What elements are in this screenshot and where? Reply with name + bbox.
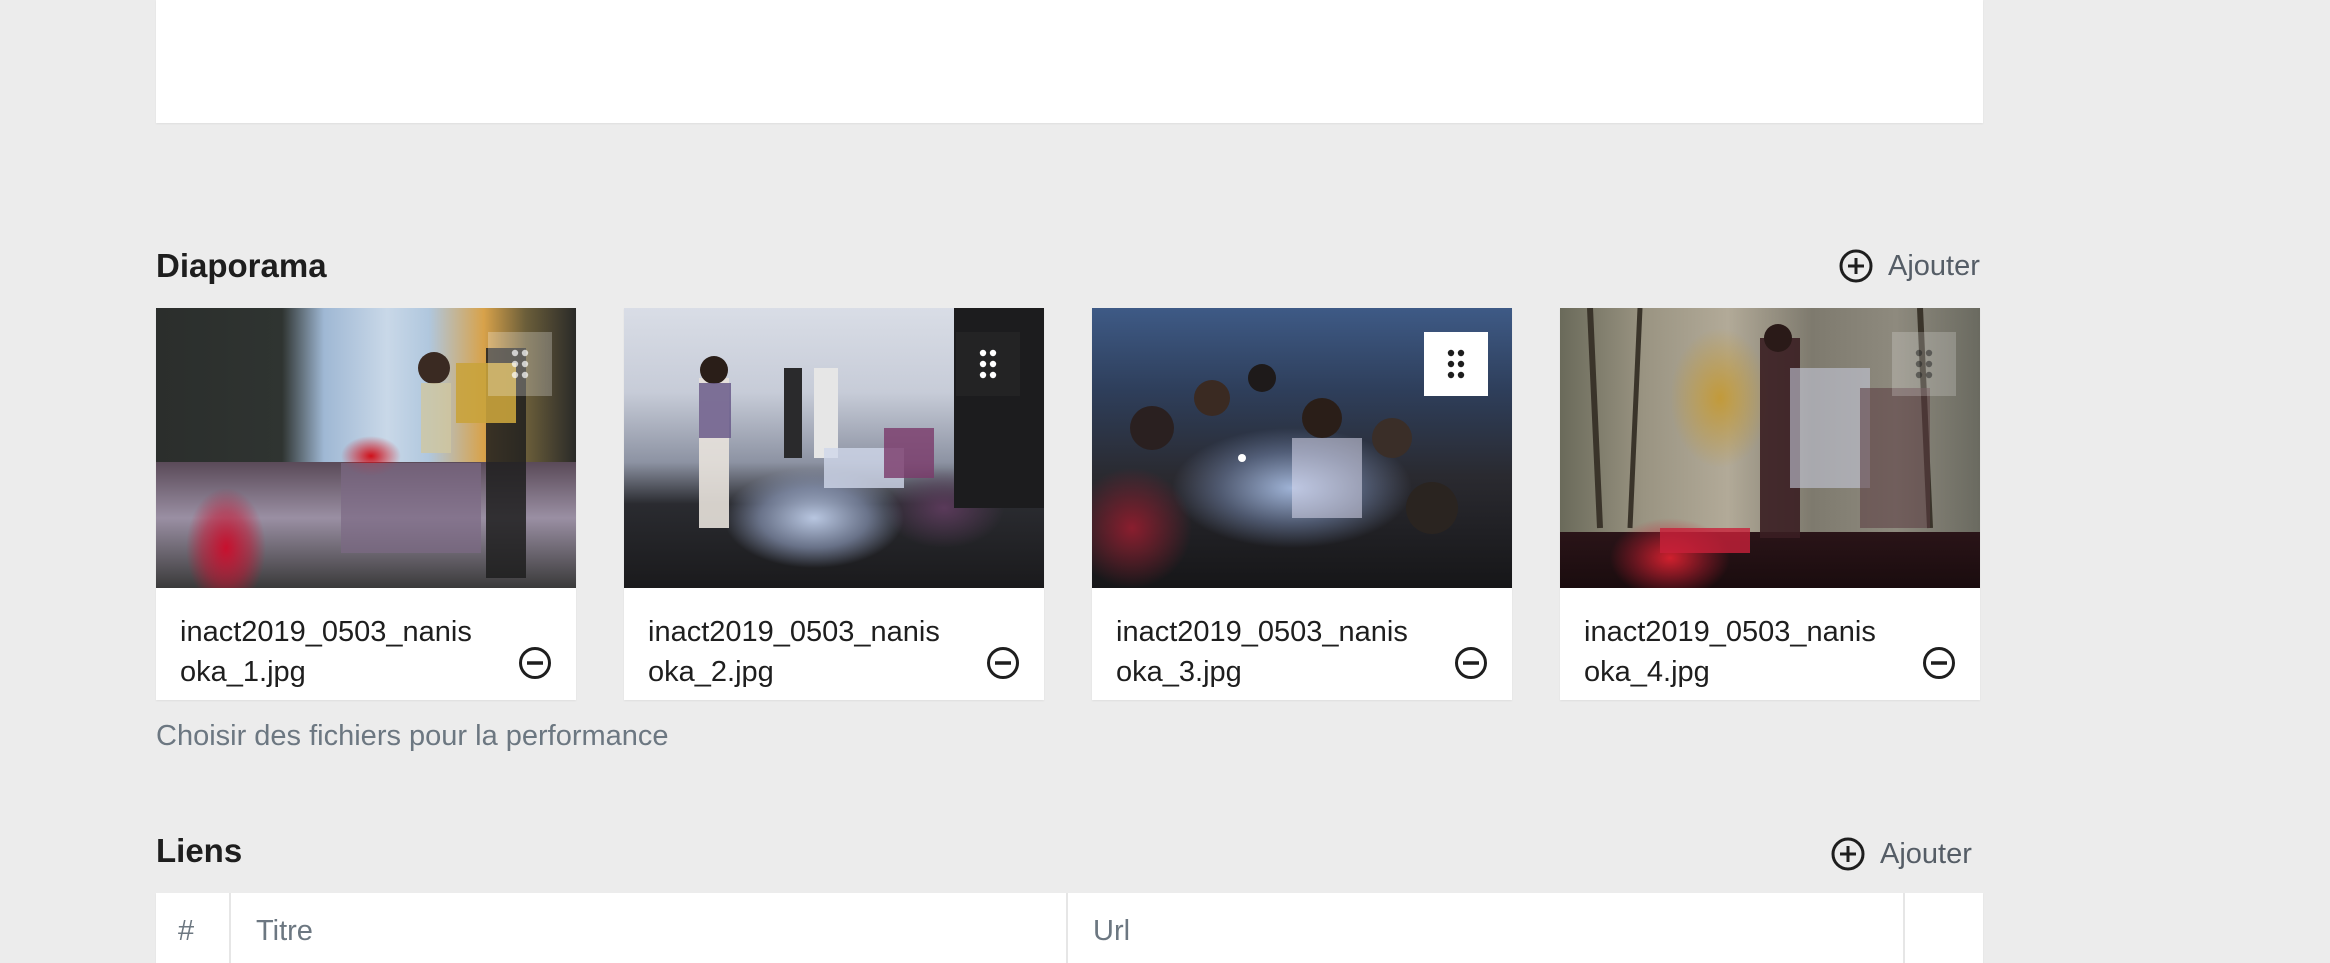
drag-handle-icon	[1447, 349, 1465, 379]
minus-circle-icon	[987, 647, 1019, 679]
previous-section-panel	[156, 0, 1983, 123]
drag-handle[interactable]	[1892, 332, 1956, 396]
diaporama-title: Diaporama	[156, 247, 327, 284]
remove-item-button[interactable]	[1922, 646, 1956, 680]
gallery-item-filename: inact2019_0503_nanisoka_3.jpg	[1116, 616, 1408, 688]
column-header-url: Url	[1068, 893, 1905, 963]
drag-handle[interactable]	[956, 332, 1020, 396]
gallery-item: inact2019_0503_nanisoka_1.jpg	[156, 308, 576, 700]
diaporama-gallery: inact2019_0503_nanisoka_1.jpg	[156, 308, 1983, 700]
diaporama-add-button[interactable]: Ajouter	[1838, 248, 1980, 284]
liens-table-header: # Titre Url	[156, 893, 1983, 963]
liens-add-button[interactable]: Ajouter	[1830, 836, 1972, 872]
gallery-thumbnail[interactable]	[1092, 308, 1512, 588]
photo-overlay	[1587, 308, 1933, 553]
gallery-item-filename: inact2019_0503_nanisoka_4.jpg	[1584, 616, 1876, 688]
liens-add-label: Ajouter	[1880, 837, 1972, 870]
gallery-item: inact2019_0503_nanisoka_2.jpg	[624, 308, 1044, 700]
diaporama-help-text: Choisir des fichiers pour la performance	[156, 720, 669, 752]
gallery-thumbnail[interactable]	[156, 308, 576, 588]
drag-handle[interactable]	[488, 332, 552, 396]
gallery-item: inact2019_0503_nanisoka_4.jpg	[1560, 308, 1980, 700]
photo-overlay	[1130, 364, 1458, 534]
column-header-number: #	[156, 893, 231, 963]
liens-title: Liens	[156, 832, 243, 869]
remove-item-button[interactable]	[1454, 646, 1488, 680]
remove-item-button[interactable]	[986, 646, 1020, 680]
minus-circle-icon	[519, 647, 551, 679]
photo-overlay	[699, 308, 1044, 528]
drag-handle[interactable]	[1424, 332, 1488, 396]
gallery-item: inact2019_0503_nanisoka_3.jpg	[1092, 308, 1512, 700]
plus-circle-icon	[1830, 836, 1866, 872]
minus-circle-icon	[1923, 647, 1955, 679]
remove-item-button[interactable]	[518, 646, 552, 680]
gallery-thumbnail[interactable]	[1560, 308, 1980, 588]
photo-overlay	[341, 348, 526, 578]
column-header-actions	[1905, 893, 1983, 963]
minus-circle-icon	[1455, 647, 1487, 679]
diaporama-add-label: Ajouter	[1888, 249, 1980, 282]
drag-handle-icon	[1915, 349, 1933, 379]
gallery-thumbnail[interactable]	[624, 308, 1044, 588]
gallery-item-filename: inact2019_0503_nanisoka_1.jpg	[180, 616, 472, 688]
plus-circle-icon	[1838, 248, 1874, 284]
drag-handle-icon	[979, 349, 997, 379]
column-header-title: Titre	[231, 893, 1068, 963]
gallery-item-filename: inact2019_0503_nanisoka_2.jpg	[648, 616, 940, 688]
drag-handle-icon	[511, 349, 529, 379]
